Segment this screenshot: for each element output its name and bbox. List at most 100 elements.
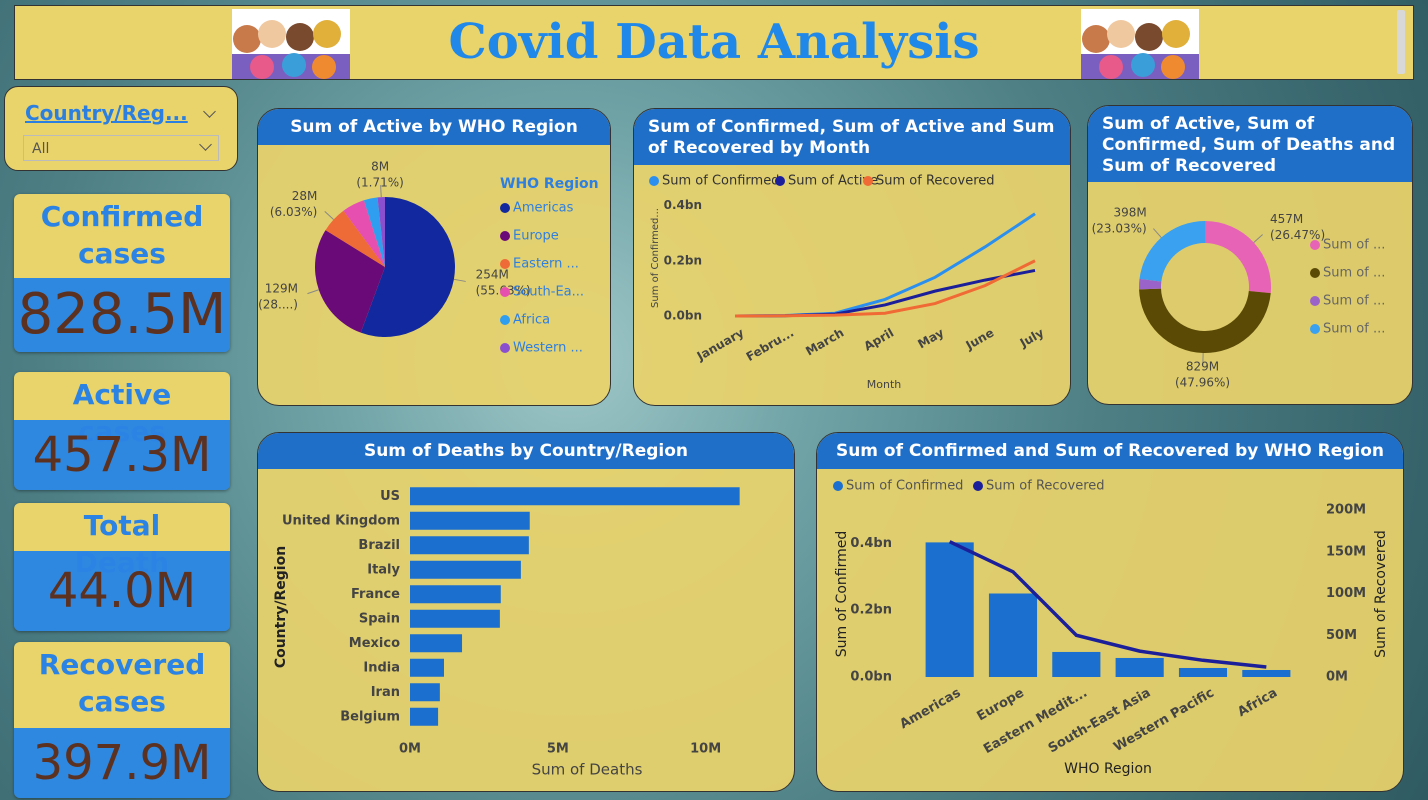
x-tick-label: July	[1017, 325, 1047, 350]
y-tick-label: United Kingdom	[282, 513, 400, 528]
y-tick-label: Iran	[371, 685, 400, 700]
kpi-card: Total Death44.0M	[14, 503, 230, 631]
header-image	[1081, 9, 1199, 79]
bar	[410, 511, 530, 530]
kpi-value: 44.0M	[14, 551, 230, 631]
slice	[1205, 221, 1271, 294]
legend-label: South-Ea...	[513, 285, 584, 300]
bar	[1115, 657, 1164, 677]
x-tick-label: June	[963, 326, 997, 353]
legend-label: Eastern ...	[513, 257, 579, 272]
percent-label: (28....)	[258, 297, 298, 311]
x-tick-label: 0M	[399, 742, 421, 757]
legend-marker	[863, 176, 873, 186]
y2-tick-label: 0M	[1326, 670, 1348, 685]
x-tick-label: Africa	[1235, 686, 1280, 721]
data-label: 129M	[265, 281, 298, 295]
x-axis-title: Month	[867, 378, 902, 391]
y-tick-label: Belgium	[340, 709, 400, 724]
y-tick-label: 0.2bn	[664, 253, 702, 267]
kpi-card: Active cases457.3M	[14, 372, 230, 490]
y2-tick-label: 100M	[1326, 586, 1366, 601]
slicer-field[interactable]: Country/Reg...	[25, 101, 188, 125]
legend-label: Sum of Recovered	[986, 479, 1105, 494]
x-tick-label: April	[862, 326, 897, 354]
bar	[410, 658, 444, 677]
x-axis-title: WHO Region	[1064, 761, 1152, 777]
legend-label: Sum of ...	[1323, 238, 1385, 253]
data-label: 254M	[476, 268, 509, 282]
slicer-dropdown[interactable]: All	[23, 135, 219, 161]
x-tick-label: 10M	[690, 742, 721, 757]
data-label: 829M	[1186, 359, 1219, 373]
slicer-selection: All	[32, 141, 50, 157]
scrollbar[interactable]	[1397, 10, 1405, 74]
legend-label: Western ...	[513, 341, 583, 356]
series-line	[948, 540, 1267, 669]
slice	[1139, 221, 1205, 282]
y-tick-label: 0.0bn	[664, 309, 702, 323]
legend-label: Sum of ...	[1323, 294, 1385, 309]
bar	[1052, 651, 1101, 677]
chart-panel: Sum of Confirmed and Sum of Recovered by…	[816, 432, 1404, 792]
x-tick-label: May	[915, 325, 946, 351]
chart-title: Sum of Deaths by Country/Region	[258, 433, 794, 469]
y-tick-label: Brazil	[358, 538, 400, 553]
bar	[925, 542, 974, 677]
kpi-value: 397.9M	[14, 728, 230, 798]
leader-line	[307, 289, 319, 295]
slice	[315, 230, 385, 333]
data-label: 457M	[1270, 212, 1303, 226]
leader-line	[1152, 228, 1162, 238]
legend-marker	[500, 315, 510, 325]
percent-label: (1.71%)	[356, 176, 403, 190]
x-tick-label: Europe	[975, 685, 1027, 724]
kpi-value: 457.3M	[14, 420, 230, 490]
bar	[410, 487, 740, 506]
y-tick-label: 0.4bn	[850, 536, 892, 551]
legend-label: Sum of ...	[1323, 266, 1385, 281]
y-tick-label: Italy	[367, 562, 400, 577]
legend-marker	[1310, 324, 1320, 334]
legend-marker	[1310, 296, 1320, 306]
chart-panel: Sum of Confirmed, Sum of Active and Sum …	[633, 108, 1071, 406]
legend-marker	[1310, 240, 1320, 250]
kpi-card: Confirmed cases 828.5M	[14, 194, 230, 352]
percent-label: (6.03%)	[270, 205, 317, 219]
bar	[410, 560, 521, 579]
chart-panel: Sum of Deaths by Country/Region	[257, 432, 795, 792]
series-line	[734, 268, 1036, 318]
legend-marker	[500, 203, 510, 213]
legend-label: Sum of ...	[1323, 322, 1385, 337]
slice	[325, 210, 385, 267]
y2-axis-title: Sum of Recovered	[1373, 530, 1389, 658]
percent-label: (26.47%)	[1270, 228, 1325, 242]
bar	[410, 634, 463, 653]
y-tick-label: 0.4bn	[664, 198, 702, 212]
legend-marker	[649, 176, 659, 186]
slice	[343, 200, 385, 267]
data-label: 398M	[1113, 206, 1146, 220]
header-image	[232, 9, 350, 79]
x-tick-label: Eastern Medit...	[981, 686, 1090, 758]
x-tick-label: January	[694, 325, 747, 363]
x-tick-label: Americas	[897, 685, 963, 732]
legend-label: Sum of Confirmed	[662, 174, 779, 189]
y-axis-title: Country/Region	[273, 546, 289, 668]
x-axis-title: Sum of Deaths	[532, 761, 643, 779]
legend-marker	[500, 343, 510, 353]
leader-line	[1253, 234, 1263, 243]
y-tick-label: India	[363, 660, 400, 675]
legend-label: Sum of Confirmed	[846, 479, 963, 494]
legend-marker	[973, 481, 983, 491]
bar	[1242, 669, 1291, 677]
bar	[410, 585, 501, 604]
y-tick-label: US	[380, 489, 400, 504]
legend-label: Sum of Recovered	[876, 174, 995, 189]
data-label: 28M	[292, 189, 318, 203]
legend-label: Sum of Active	[788, 174, 878, 189]
chart-title: Sum of Confirmed, Sum of Active and Sum …	[634, 109, 1070, 165]
chart-title: Sum of Active by WHO Region	[258, 109, 610, 145]
